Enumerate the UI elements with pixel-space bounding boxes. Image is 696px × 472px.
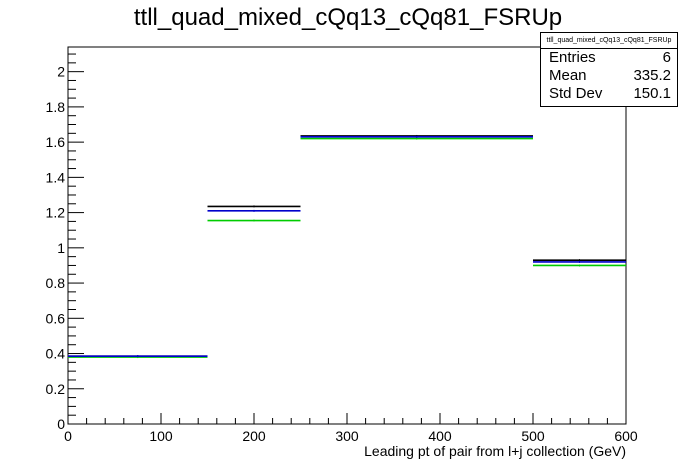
x-tick-label: 600: [614, 428, 638, 444]
stats-value: 150.1: [633, 85, 671, 102]
x-tick-label: 500: [521, 428, 545, 444]
chart-title: ttll_quad_mixed_cQq13_cQq81_FSRUp: [133, 4, 563, 31]
y-tick-label: 1: [57, 240, 65, 256]
y-tick-label: 0.6: [46, 310, 66, 326]
y-tick-label: 1.6: [46, 134, 66, 150]
stats-value: 335.2: [633, 67, 671, 84]
stats-value: 6: [662, 49, 671, 66]
axes: 0 100 200 300 400 500 600 0 0.2 0.4 0.6 0.8 1 1.2 1.4 1…: [46, 53, 638, 444]
stats-label: Mean: [549, 67, 587, 84]
y-tick-label: 0: [57, 416, 65, 432]
y-tick-label: 1.2: [46, 205, 66, 221]
stats-box: ttll_quad_mixed_cQq13_cQq81_FSRUp Entrie…: [540, 32, 678, 107]
stats-row-entries: Entries 6: [541, 49, 677, 67]
x-axis-label: Leading pt of pair from l+j collection (…: [364, 443, 626, 459]
x-tick-label: 200: [242, 428, 266, 444]
stats-row-stddev: Std Dev 150.1: [541, 85, 677, 103]
y-tick-label: 0.4: [46, 346, 66, 362]
x-tick-label: 100: [149, 428, 173, 444]
y-tick-label: 1.4: [46, 169, 66, 185]
y-tick-label: 0.2: [46, 381, 66, 397]
x-tick-label: 0: [64, 428, 72, 444]
x-tick-label: 400: [428, 428, 452, 444]
y-tick-label: 1.8: [46, 99, 66, 115]
histogram-series: [68, 134, 626, 359]
y-tick-label: 0.8: [46, 275, 66, 291]
stats-box-title: ttll_quad_mixed_cQq13_cQq81_FSRUp: [541, 33, 677, 49]
y-tick-label: 2: [57, 64, 65, 80]
x-tick-label: 300: [335, 428, 359, 444]
stats-row-mean: Mean 335.2: [541, 67, 677, 85]
stats-label: Std Dev: [549, 85, 603, 102]
stats-label: Entries: [549, 49, 596, 66]
